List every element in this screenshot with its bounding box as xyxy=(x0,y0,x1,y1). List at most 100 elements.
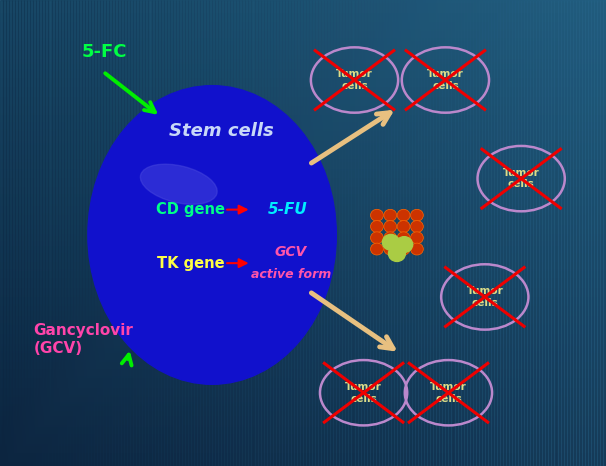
Circle shape xyxy=(388,246,405,261)
Bar xyxy=(0,345,606,347)
Bar xyxy=(0,282,606,284)
Bar xyxy=(306,0,309,466)
Bar xyxy=(0,130,606,133)
Bar xyxy=(0,182,606,184)
Bar xyxy=(0,0,606,2)
Bar xyxy=(179,0,182,466)
Bar xyxy=(248,0,251,466)
Bar xyxy=(461,0,464,466)
Circle shape xyxy=(382,234,399,250)
Bar xyxy=(0,450,606,452)
Bar xyxy=(0,338,606,340)
Bar xyxy=(0,336,606,338)
Bar xyxy=(345,0,348,466)
Bar xyxy=(142,0,145,466)
Bar xyxy=(479,0,482,466)
Bar xyxy=(500,0,503,466)
Circle shape xyxy=(370,243,384,255)
Bar xyxy=(330,0,333,466)
Bar xyxy=(52,0,55,466)
Bar xyxy=(0,319,606,322)
Text: Tumor
cells: Tumor cells xyxy=(345,382,382,404)
Bar xyxy=(0,184,606,186)
Bar xyxy=(0,84,606,86)
Bar xyxy=(0,93,606,96)
Bar xyxy=(339,0,342,466)
Bar xyxy=(0,179,606,182)
Bar xyxy=(539,0,542,466)
Bar xyxy=(91,0,94,466)
Bar xyxy=(15,0,18,466)
Bar xyxy=(0,154,606,156)
Bar xyxy=(0,47,606,49)
Bar xyxy=(582,0,585,466)
Circle shape xyxy=(384,243,397,255)
Bar xyxy=(55,0,58,466)
Bar xyxy=(0,177,606,179)
Bar xyxy=(0,30,606,33)
Bar xyxy=(0,305,606,308)
Bar xyxy=(470,0,473,466)
Bar xyxy=(0,436,606,438)
Bar xyxy=(409,0,412,466)
Text: Gancyclovir
(GCV): Gancyclovir (GCV) xyxy=(33,322,133,356)
Bar xyxy=(0,128,606,130)
Bar xyxy=(430,0,433,466)
Circle shape xyxy=(384,232,397,244)
Bar xyxy=(0,149,606,151)
Bar xyxy=(554,0,558,466)
Bar xyxy=(282,0,285,466)
Bar xyxy=(0,163,606,165)
Bar xyxy=(164,0,167,466)
Bar xyxy=(551,0,554,466)
Bar xyxy=(0,142,606,144)
Bar xyxy=(21,0,24,466)
Circle shape xyxy=(410,243,424,255)
Bar xyxy=(412,0,415,466)
Bar xyxy=(0,275,606,277)
Bar xyxy=(139,0,142,466)
Bar xyxy=(0,322,606,324)
Bar xyxy=(133,0,136,466)
Bar xyxy=(79,0,82,466)
Bar xyxy=(585,0,588,466)
Bar xyxy=(0,217,606,219)
Bar xyxy=(94,0,97,466)
Bar xyxy=(0,266,606,268)
Bar xyxy=(0,26,606,28)
Bar xyxy=(0,259,606,261)
Bar xyxy=(200,0,203,466)
Bar xyxy=(342,0,345,466)
Bar xyxy=(0,375,606,377)
Bar xyxy=(0,170,606,172)
Bar xyxy=(418,0,421,466)
Circle shape xyxy=(397,209,410,221)
Bar xyxy=(442,0,445,466)
Bar xyxy=(427,0,430,466)
Bar xyxy=(0,98,606,100)
Bar xyxy=(70,0,73,466)
Bar xyxy=(0,121,606,123)
Bar xyxy=(24,0,27,466)
Bar xyxy=(0,356,606,359)
Bar xyxy=(273,0,276,466)
Bar xyxy=(0,394,606,396)
Bar xyxy=(206,0,209,466)
Bar xyxy=(0,219,606,221)
Bar xyxy=(351,0,355,466)
Bar xyxy=(0,454,606,457)
Bar xyxy=(0,79,606,82)
Bar xyxy=(0,415,606,417)
Bar xyxy=(594,0,597,466)
Bar xyxy=(530,0,533,466)
Bar xyxy=(464,0,467,466)
Bar xyxy=(236,0,239,466)
Bar xyxy=(0,9,606,12)
Bar xyxy=(488,0,491,466)
Bar xyxy=(42,0,45,466)
Bar xyxy=(403,0,406,466)
Bar xyxy=(185,0,188,466)
Bar xyxy=(0,186,606,189)
Bar xyxy=(336,0,339,466)
Bar xyxy=(451,0,454,466)
